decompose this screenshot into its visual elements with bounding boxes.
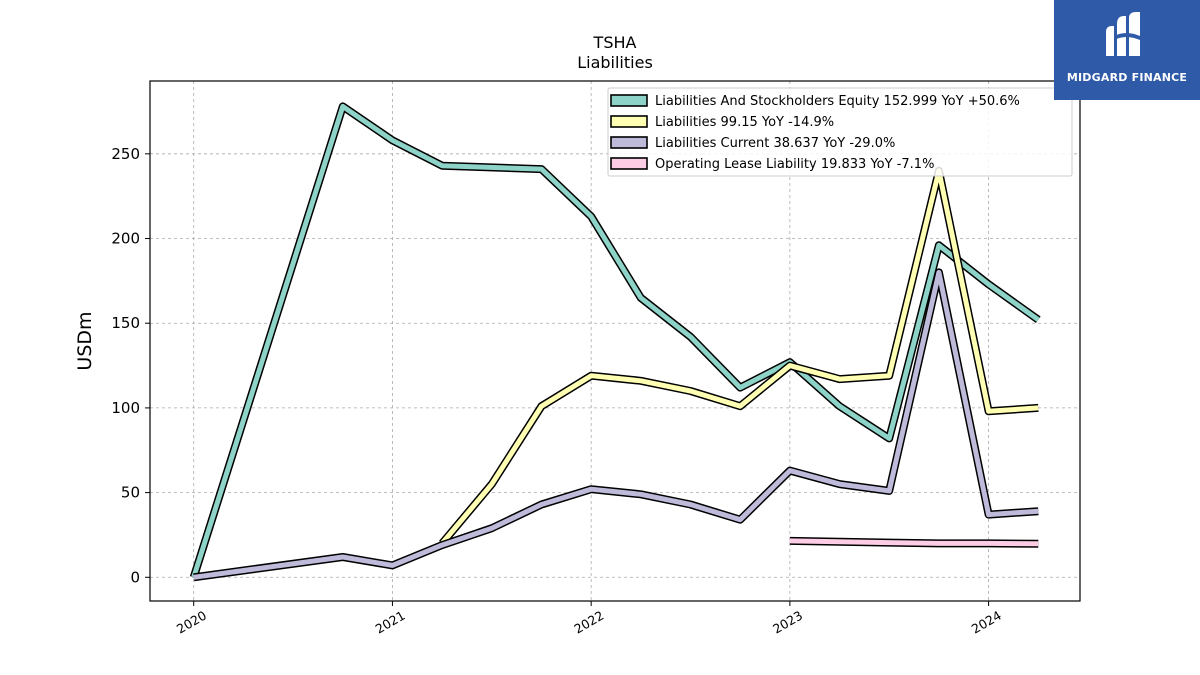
x-tick-label: 2024 xyxy=(969,608,1004,637)
y-axis-label: USDm xyxy=(74,311,96,370)
y-tick-label: 200 xyxy=(111,230,140,248)
x-tick-label: 2021 xyxy=(373,608,408,637)
y-tick-label: 0 xyxy=(130,568,140,586)
plot-frame xyxy=(149,80,1081,602)
series-line xyxy=(440,168,1039,546)
series-line xyxy=(789,538,1039,547)
y-tick-label: 100 xyxy=(111,399,140,417)
y-tick-label: 50 xyxy=(121,484,140,502)
legend-swatch xyxy=(610,157,648,170)
logo-mark-icon xyxy=(1106,12,1140,56)
x-tick-label: 2022 xyxy=(571,608,606,637)
chart-subtitle: Liabilities xyxy=(577,53,653,72)
legend-entry: Operating Lease Liability 19.833 YoY -7.… xyxy=(655,157,934,172)
series-line xyxy=(193,269,1039,580)
y-tick-label: 150 xyxy=(111,314,140,332)
legend-entry: Liabilities And Stockholders Equity 152.… xyxy=(655,94,1020,109)
legend-swatch xyxy=(610,94,648,107)
series-line-outline xyxy=(193,268,1039,582)
legend-swatch xyxy=(610,115,648,128)
y-tick-label: 250 xyxy=(111,145,140,163)
legend-entry: Liabilities 99.15 YoY -14.9% xyxy=(655,115,834,130)
x-tick-label: 2020 xyxy=(174,608,209,637)
x-axis: 2020 2021 2022 2023 2024 xyxy=(174,601,1004,637)
series-lines xyxy=(189,102,1041,582)
brand-logo: MIDGARD FINANCE xyxy=(1054,0,1200,100)
series-line xyxy=(191,103,1040,579)
chart-title: TSHA xyxy=(593,33,637,52)
logo-text: MIDGARD FINANCE xyxy=(1066,71,1188,84)
legend: Liabilities And Stockholders Equity 152.… xyxy=(607,87,1073,177)
x-tick-label: 2023 xyxy=(770,608,805,637)
legend-box xyxy=(607,87,1073,177)
legend-entry: Liabilities Current 38.637 YoY -29.0% xyxy=(655,136,895,151)
y-axis: 0 50 100 150 200 250 xyxy=(111,145,150,586)
legend-swatch xyxy=(610,136,648,149)
